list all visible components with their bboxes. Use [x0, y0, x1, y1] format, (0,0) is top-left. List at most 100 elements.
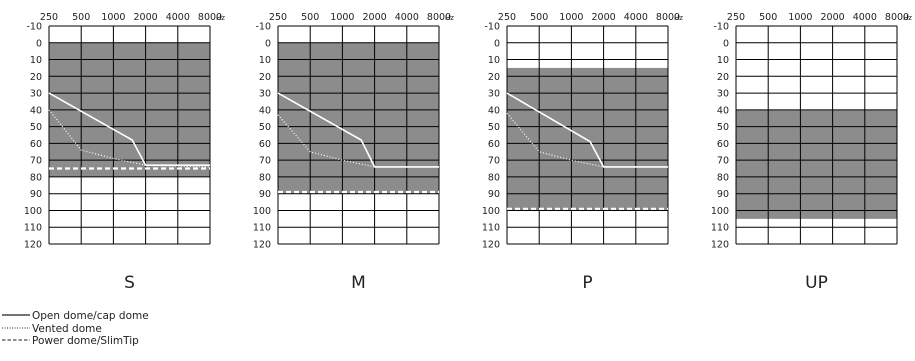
- dashed-line-swatch: [2, 335, 32, 348]
- y-tick-label: 20: [488, 72, 500, 83]
- legend: Open dome/cap dome Vented dome Power dom…: [2, 310, 149, 348]
- y-tick-label: 70: [717, 156, 729, 167]
- y-tick-label: 80: [30, 172, 42, 183]
- x-unit-label: Hz: [674, 14, 683, 22]
- x-tick-label: 8000: [427, 12, 451, 23]
- x-tick-label: 2000: [592, 12, 616, 23]
- y-tick-label: 40: [259, 105, 271, 116]
- x-tick-label: 2000: [821, 12, 845, 23]
- dotted-line-swatch: [2, 323, 32, 336]
- panel-title: M: [351, 273, 366, 293]
- x-tick-label: 1000: [330, 12, 354, 23]
- legend-label-open-dome: Open dome/cap dome: [32, 310, 149, 322]
- y-tick-label: 90: [30, 189, 42, 200]
- fitting-range: [736, 109, 897, 219]
- y-tick-label: 60: [30, 139, 42, 150]
- y-tick-label: 0: [494, 38, 500, 49]
- x-unit-label: Hz: [216, 14, 225, 22]
- y-tick-label: 90: [259, 189, 271, 200]
- y-tick-label: 80: [259, 172, 271, 183]
- y-tick-label: -10: [484, 22, 500, 33]
- y-tick-label: 110: [711, 223, 729, 234]
- x-tick-label: 250: [498, 12, 516, 23]
- y-tick-label: 70: [30, 156, 42, 167]
- x-tick-label: 1000: [788, 12, 812, 23]
- y-tick-label: 0: [723, 38, 729, 49]
- y-tick-label: 100: [253, 206, 271, 217]
- x-tick-label: 250: [727, 12, 745, 23]
- y-tick-label: 0: [36, 38, 42, 49]
- legend-label-vented-dome: Vented dome: [32, 322, 102, 335]
- y-tick-label: 100: [482, 206, 500, 217]
- fitting-range: [278, 42, 439, 194]
- legend-label-power-dome: Power dome/SlimTip: [32, 335, 139, 347]
- series-line-dotted: [506, 112, 668, 168]
- x-tick-label: 1000: [559, 12, 583, 23]
- y-tick-label: 110: [482, 223, 500, 234]
- x-unit-label: Hz: [903, 14, 912, 22]
- legend-item-vented-dome: Vented dome: [2, 323, 149, 336]
- y-tick-label: 70: [259, 156, 271, 167]
- y-tick-label: 20: [259, 72, 271, 83]
- y-tick-label: 90: [717, 189, 729, 200]
- x-tick-label: 8000: [656, 12, 680, 23]
- y-tick-label: 120: [24, 240, 42, 251]
- y-tick-label: 50: [30, 122, 42, 133]
- y-tick-label: 80: [717, 172, 729, 183]
- series-line-solid: [48, 92, 210, 166]
- y-tick-label: 50: [717, 122, 729, 133]
- y-tick-label: 30: [30, 89, 42, 100]
- panel-title: S: [124, 273, 135, 293]
- y-tick-label: 90: [488, 189, 500, 200]
- y-tick-label: 20: [717, 72, 729, 83]
- y-tick-label: 120: [711, 240, 729, 251]
- series-line-solid: [506, 92, 668, 168]
- y-tick-label: 0: [265, 38, 271, 49]
- x-tick-label: 4000: [853, 12, 877, 23]
- y-tick-label: 60: [488, 139, 500, 150]
- y-tick-label: 30: [717, 89, 729, 100]
- chart-panel-p: -10 0 10 20 30 40 50 60 70 80 90 100 110 120 250 500 100…: [482, 12, 683, 293]
- x-tick-label: 1000: [101, 12, 125, 23]
- y-tick-label: 10: [717, 55, 729, 66]
- x-tick-label: 250: [40, 12, 58, 23]
- x-tick-label: 2000: [363, 12, 387, 23]
- x-tick-label: 250: [269, 12, 287, 23]
- solid-line-swatch: [2, 310, 32, 323]
- y-tick-label: 70: [488, 156, 500, 167]
- panel-title: UP: [805, 273, 828, 293]
- y-tick-label: -10: [26, 22, 42, 33]
- y-tick-label: -10: [255, 22, 271, 33]
- legend-item-power-dome: Power dome/SlimTip: [2, 335, 149, 348]
- y-tick-label: 40: [717, 105, 729, 116]
- y-tick-label: 30: [259, 89, 271, 100]
- y-tick-label: 10: [259, 55, 271, 66]
- y-tick-label: 10: [488, 55, 500, 66]
- chart-panel-up: -10 0 10 20 30 40 50 60 70 80 90 100 110 120 250 500 100…: [711, 12, 912, 293]
- y-tick-label: 110: [24, 223, 42, 234]
- y-tick-label: 120: [253, 240, 271, 251]
- x-tick-label: 4000: [166, 12, 190, 23]
- series-line-dotted: [48, 109, 211, 168]
- y-tick-label: -10: [713, 22, 729, 33]
- x-tick-label: 500: [530, 12, 548, 23]
- x-tick-label: 4000: [624, 12, 648, 23]
- legend-item-open-dome: Open dome/cap dome: [2, 310, 149, 323]
- y-tick-label: 30: [488, 89, 500, 100]
- chart-panel-s: -10 0 10 20 30 40 50 60 70 80 90 100 110 120 250 500 100…: [24, 12, 225, 293]
- y-tick-label: 40: [488, 105, 500, 116]
- x-tick-label: 500: [759, 12, 777, 23]
- x-tick-label: 4000: [395, 12, 419, 23]
- x-tick-label: 500: [72, 12, 90, 23]
- x-tick-label: 2000: [134, 12, 158, 23]
- y-tick-label: 80: [488, 172, 500, 183]
- x-tick-label: 500: [301, 12, 319, 23]
- y-tick-label: 40: [30, 105, 42, 116]
- y-tick-label: 20: [30, 72, 42, 83]
- x-tick-label: 8000: [198, 12, 222, 23]
- y-tick-label: 10: [30, 55, 42, 66]
- y-tick-label: 60: [717, 139, 729, 150]
- chart-panel-m: -10 0 10 20 30 40 50 60 70 80 90 100 110 120 250 500 100…: [253, 12, 454, 293]
- y-tick-label: 100: [24, 206, 42, 217]
